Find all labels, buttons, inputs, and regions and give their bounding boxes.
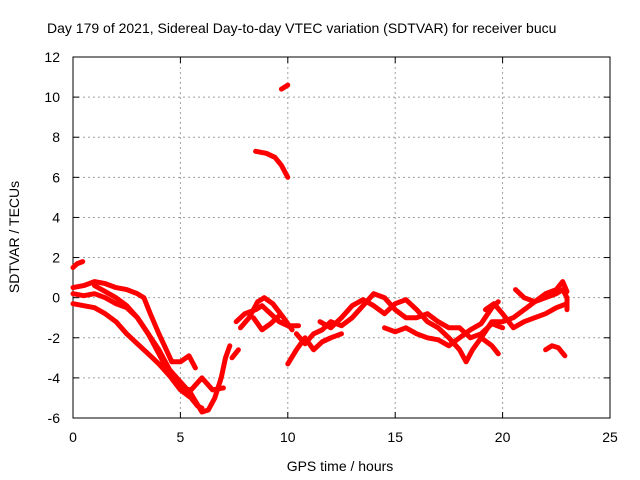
- axis-ticks: 0 5 10 15 20 25 -6 -4 -2 0 2 4 6 8 10 12: [44, 49, 618, 445]
- x-tick-label: 0: [69, 429, 77, 445]
- series-track-8: [238, 295, 295, 333]
- y-tick-label: -2: [48, 330, 61, 346]
- series-track-5: [92, 283, 233, 415]
- y-tick-label: 4: [52, 209, 60, 225]
- series-track-1: [70, 259, 86, 271]
- series-track-9: [250, 313, 282, 333]
- x-tick-label: 20: [495, 429, 511, 445]
- x-tick-label: 10: [280, 429, 296, 445]
- series-track-17: [513, 279, 570, 305]
- y-tick-label: 10: [44, 89, 60, 105]
- data-series: [70, 82, 570, 415]
- series-track-10: [253, 148, 291, 180]
- x-tick-label: 5: [177, 429, 185, 445]
- series-track-19: [543, 343, 568, 359]
- y-tick-label: 12: [44, 49, 60, 65]
- y-tick-label: -4: [48, 370, 61, 386]
- y-tick-label: 6: [52, 169, 60, 185]
- y-tick-label: 2: [52, 250, 60, 266]
- series-track-11: [278, 82, 291, 92]
- series-track-2: [70, 279, 198, 371]
- x-axis-label: GPS time / hours: [287, 458, 394, 474]
- series-track-4: [70, 301, 205, 411]
- chart-title: Day 179 of 2021, Sidereal Day-to-day VTE…: [47, 20, 556, 36]
- grid: [73, 57, 610, 418]
- series-track-12: [285, 331, 344, 367]
- series-track-6: [229, 347, 241, 361]
- series-track-18: [482, 301, 570, 331]
- x-tick-label: 25: [602, 429, 618, 445]
- y-tick-label: -6: [48, 410, 61, 426]
- series-track-14: [317, 297, 501, 365]
- plot-frame: [72, 56, 611, 419]
- y-axis-label: SDTVAR / TECUs: [6, 181, 22, 293]
- y-tick-label: 8: [52, 129, 60, 145]
- y-tick-label: 0: [52, 290, 60, 306]
- x-tick-label: 15: [387, 429, 403, 445]
- series-track-15: [382, 299, 501, 349]
